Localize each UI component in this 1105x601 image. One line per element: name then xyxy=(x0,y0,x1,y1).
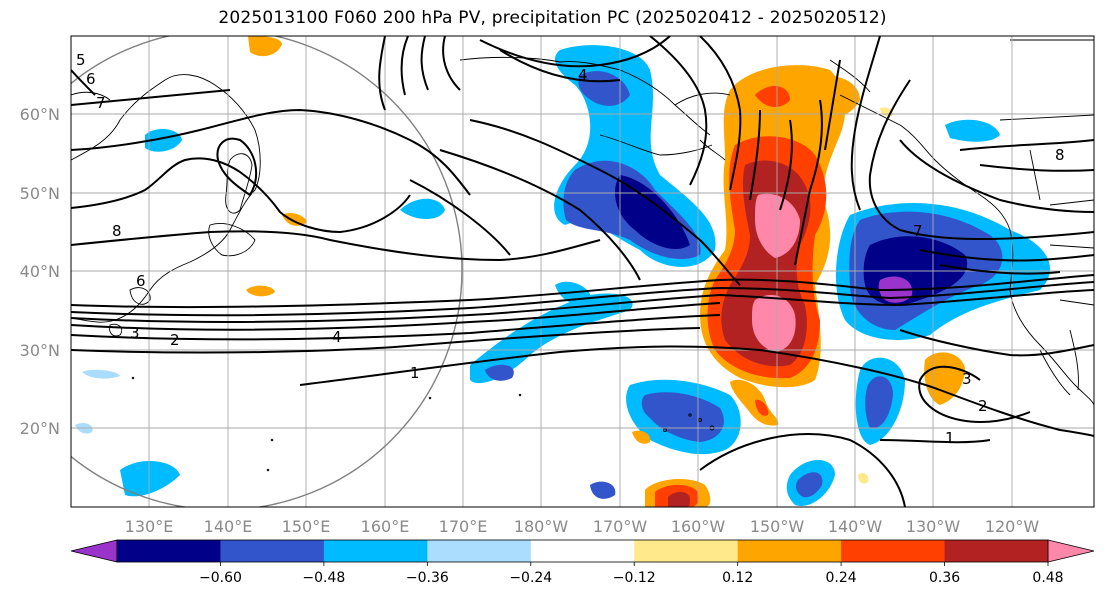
colorbar-segment xyxy=(117,540,221,562)
colorbar: −0.60 −0.48 −0.36 −0.24 −0.12 0.12 0.24 0.36 0.4… xyxy=(70,539,1095,586)
colorbar-tick-label: 0.24 xyxy=(826,570,857,586)
lon-tick-label: 130°W xyxy=(906,517,961,536)
colorbar-extend-low xyxy=(70,539,118,563)
colorbar-segments xyxy=(117,540,1049,562)
contour-label: 8 xyxy=(112,222,122,240)
colorbar-tick-label: −0.48 xyxy=(302,570,345,586)
colorbar-segment xyxy=(737,540,842,562)
contour-label: 2 xyxy=(170,331,180,349)
contour-label: 3 xyxy=(962,370,972,388)
contour-label: 2 xyxy=(978,397,988,415)
contour-label: 1 xyxy=(945,429,955,447)
colorbar-segment xyxy=(323,540,428,562)
lon-tick-label: 170°E xyxy=(439,517,488,536)
lat-tick-label: 40°N xyxy=(20,262,60,281)
lat-tick-label: 60°N xyxy=(20,105,60,124)
contour-label: 3 xyxy=(130,324,140,342)
lon-tick-label: 160°W xyxy=(671,517,726,536)
contour-label: 4 xyxy=(578,66,588,84)
contour-label: 8 xyxy=(1055,146,1065,164)
map-frame xyxy=(70,35,1095,508)
lon-tick-label: 150°W xyxy=(750,517,805,536)
contour-labels: 1 2 3 4 6 7 8 1 2 3 4 7 8 5 6 xyxy=(76,51,1065,447)
colorbar-frame xyxy=(116,539,1049,563)
contour-label: 1 xyxy=(410,364,420,382)
colorbar-tick-label: −0.12 xyxy=(613,570,656,586)
contour-label: 5 xyxy=(76,51,86,69)
positive-anomaly-shading xyxy=(246,36,965,507)
colorbar-segment xyxy=(530,540,635,562)
lon-tick-label: 180°W xyxy=(514,517,569,536)
reference-circle xyxy=(71,36,463,507)
lon-tick-label: 140°E xyxy=(204,517,253,536)
map-title: 2025013100 F060 200 hPa PV, precipitatio… xyxy=(218,8,887,28)
colorbar-segment xyxy=(220,540,325,562)
colorbar-tick-label: 0.36 xyxy=(929,570,960,586)
colorbar-tick-label: 0.48 xyxy=(1032,570,1063,586)
colorbar-extend-high xyxy=(1047,539,1095,563)
colorbar-tick-label: −0.36 xyxy=(406,570,449,586)
lon-tick-label: 170°W xyxy=(593,517,648,536)
lon-tick-label: 160°E xyxy=(361,517,410,536)
map-panel: 1 2 3 4 6 7 8 1 2 3 4 7 8 5 6 xyxy=(71,36,1094,507)
lat-tick-label: 30°N xyxy=(20,341,60,360)
colorbar-tick-label: −0.24 xyxy=(509,570,552,586)
lon-tick-label: 120°W xyxy=(985,517,1040,536)
lon-tick-label: 140°W xyxy=(828,517,883,536)
contour-label: 6 xyxy=(86,70,96,88)
lat-tick-label: 20°N xyxy=(20,419,60,438)
colorbar-segment xyxy=(841,540,946,562)
longitude-labels: 130°E 140°E 150°E 160°E 170°E 180°W 170°… xyxy=(125,517,1040,536)
colorbar-tick-label: −0.60 xyxy=(199,570,242,586)
lon-tick-label: 130°E xyxy=(125,517,174,536)
pv-contours xyxy=(71,36,1094,507)
contour-label: 4 xyxy=(332,328,342,346)
colorbar-ticks: −0.60 −0.48 −0.36 −0.24 −0.12 0.12 0.24 0.36 0.4… xyxy=(199,562,1064,586)
colorbar-segment xyxy=(427,540,532,562)
contour-label: 7 xyxy=(96,94,106,112)
contour-label: 7 xyxy=(913,222,923,240)
contour-label: 6 xyxy=(136,272,146,290)
lat-tick-label: 50°N xyxy=(20,184,60,203)
lon-tick-label: 150°E xyxy=(282,517,331,536)
latitude-labels: 20°N 30°N 40°N 50°N 60°N xyxy=(20,105,60,438)
colorbar-segment xyxy=(944,540,1049,562)
colorbar-tick-label: 0.12 xyxy=(722,570,753,586)
colorbar-segment xyxy=(634,540,739,562)
